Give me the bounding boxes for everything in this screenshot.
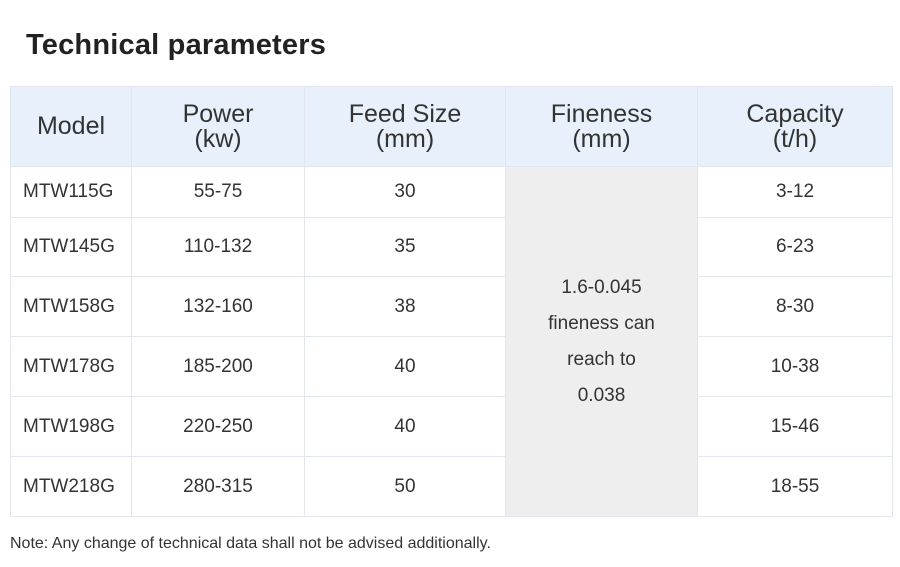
cell-model: MTW158G — [10, 276, 132, 337]
fineness-line-2: fineness can — [548, 312, 655, 334]
cell-capacity: 18-55 — [697, 456, 893, 517]
cell-model: MTW218G — [10, 456, 132, 517]
header-row: Model Power (kw) Feed Size (mm) Fineness… — [10, 86, 893, 167]
cell-capacity: 15-46 — [697, 396, 893, 457]
cell-feed-size: 30 — [304, 166, 506, 218]
footnote: Note: Any change of technical data shall… — [10, 535, 491, 552]
header-capacity: Capacity (t/h) — [697, 86, 893, 167]
cell-model: MTW198G — [10, 396, 132, 457]
parameters-table-container: Model Power (kw) Feed Size (mm) Fineness… — [10, 86, 893, 517]
table-row: MTW218G 280-315 50 18-55 — [10, 456, 893, 517]
cell-power: 55-75 — [131, 166, 305, 218]
header-fineness: Fineness (mm) — [505, 86, 698, 167]
cell-feed-size: 40 — [304, 396, 506, 457]
cell-capacity: 3-12 — [697, 166, 893, 218]
cell-feed-size: 50 — [304, 456, 506, 517]
cell-feed-size: 40 — [304, 336, 506, 397]
cell-power: 280-315 — [131, 456, 305, 517]
table-row: MTW145G 110-132 35 6-23 — [10, 217, 893, 277]
header-power: Power (kw) — [131, 86, 305, 167]
fineness-line-1: 1.6-0.045 — [561, 276, 642, 298]
cell-feed-size: 38 — [304, 276, 506, 337]
table-row: MTW178G 185-200 40 10-38 — [10, 336, 893, 397]
cell-capacity: 6-23 — [697, 217, 893, 277]
header-model: Model — [10, 86, 132, 167]
table-body: MTW115G 55-75 30 1.6-0.045 fineness can … — [10, 166, 893, 517]
cell-capacity: 10-38 — [697, 336, 893, 397]
cell-power: 185-200 — [131, 336, 305, 397]
table-row: MTW158G 132-160 38 8-30 — [10, 276, 893, 337]
fineness-line-3: reach to — [567, 348, 636, 370]
table-header: Model Power (kw) Feed Size (mm) Fineness… — [10, 86, 893, 167]
cell-power: 132-160 — [131, 276, 305, 337]
table-row: MTW198G 220-250 40 15-46 — [10, 396, 893, 457]
cell-model: MTW145G — [10, 217, 132, 277]
table-row: MTW115G 55-75 30 1.6-0.045 fineness can … — [10, 166, 893, 517]
header-feed-size: Feed Size (mm) — [304, 86, 506, 167]
cell-model: MTW115G — [10, 166, 132, 218]
cell-fineness-merged: 1.6-0.045 fineness can reach to 0.038 — [505, 166, 698, 517]
cell-power: 110-132 — [131, 217, 305, 277]
cell-capacity: 8-30 — [697, 276, 893, 337]
cell-power: 220-250 — [131, 396, 305, 457]
fineness-line-4: 0.038 — [577, 384, 626, 406]
cell-feed-size: 35 — [304, 217, 506, 277]
parameters-table: Model Power (kw) Feed Size (mm) Fineness… — [10, 86, 893, 517]
cell-model: MTW178G — [10, 336, 132, 397]
page-title: Technical parameters — [26, 29, 327, 61]
